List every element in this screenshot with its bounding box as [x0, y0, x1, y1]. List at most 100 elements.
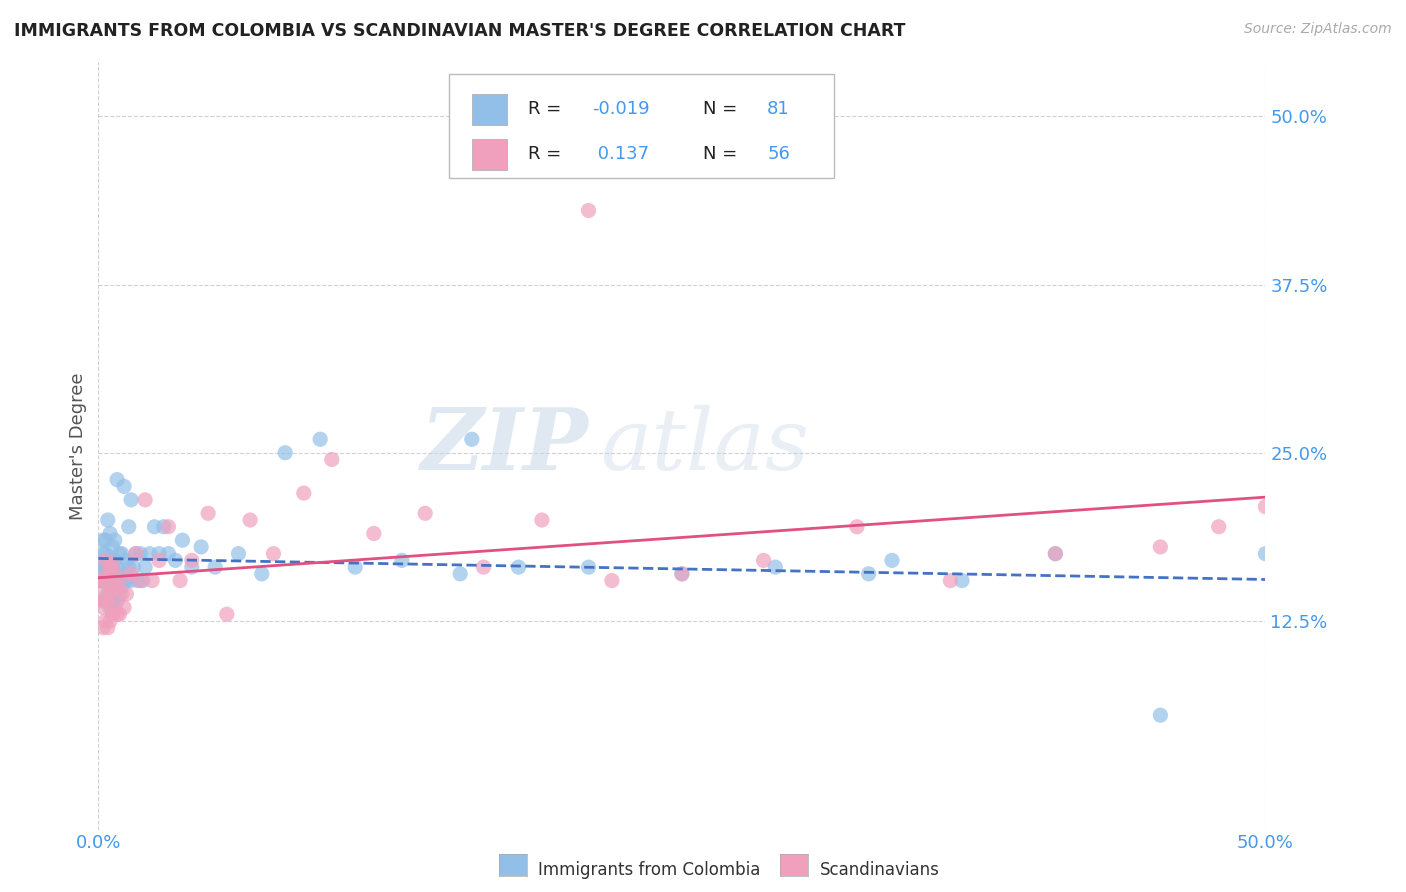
- FancyBboxPatch shape: [472, 94, 508, 125]
- Point: [197, 506, 219, 520]
- Point: [461, 432, 484, 446]
- Point: [112, 479, 135, 493]
- Point: [101, 574, 124, 588]
- Point: [950, 574, 973, 588]
- Point: [134, 560, 156, 574]
- Point: [578, 560, 600, 574]
- Point: [250, 566, 273, 581]
- Point: [91, 580, 114, 594]
- Point: [115, 587, 138, 601]
- Point: [1045, 547, 1067, 561]
- Point: [530, 513, 553, 527]
- Point: [157, 520, 180, 534]
- Point: [98, 587, 121, 601]
- Point: [105, 560, 128, 574]
- Point: [108, 607, 131, 622]
- Point: [292, 486, 315, 500]
- Point: [91, 547, 114, 561]
- Point: [190, 540, 212, 554]
- Point: [97, 587, 120, 601]
- Point: [120, 574, 142, 588]
- Point: [97, 566, 120, 581]
- Text: 81: 81: [768, 101, 790, 119]
- Point: [228, 547, 250, 561]
- Point: [91, 574, 114, 588]
- Point: [215, 607, 238, 622]
- Text: IMMIGRANTS FROM COLOMBIA VS SCANDINAVIAN MASTER'S DEGREE CORRELATION CHART: IMMIGRANTS FROM COLOMBIA VS SCANDINAVIAN…: [14, 22, 905, 40]
- FancyBboxPatch shape: [472, 139, 508, 169]
- Text: 56: 56: [768, 145, 790, 163]
- Point: [1208, 520, 1230, 534]
- Point: [262, 547, 284, 561]
- Point: [148, 553, 170, 567]
- Text: ZIP: ZIP: [420, 404, 589, 488]
- Point: [94, 594, 117, 608]
- Point: [1045, 547, 1067, 561]
- Point: [129, 574, 152, 588]
- Point: [94, 574, 117, 588]
- Point: [274, 446, 297, 460]
- Point: [391, 553, 413, 567]
- Point: [108, 547, 131, 561]
- Point: [671, 566, 693, 581]
- Point: [98, 614, 121, 628]
- Point: [97, 560, 120, 574]
- Point: [104, 566, 127, 581]
- Point: [97, 621, 120, 635]
- Point: [127, 574, 149, 588]
- Point: [148, 547, 170, 561]
- Point: [180, 553, 202, 567]
- Point: [169, 574, 191, 588]
- Point: [101, 607, 124, 622]
- Point: [97, 513, 120, 527]
- Point: [111, 580, 134, 594]
- Point: [101, 582, 124, 597]
- Point: [1149, 540, 1171, 554]
- Point: [321, 452, 343, 467]
- Point: [98, 580, 121, 594]
- Point: [98, 553, 121, 567]
- Point: [344, 560, 367, 574]
- Point: [111, 566, 134, 581]
- Point: [578, 203, 600, 218]
- Point: [508, 560, 530, 574]
- Point: [363, 526, 385, 541]
- FancyBboxPatch shape: [449, 74, 834, 178]
- Point: [858, 566, 880, 581]
- Point: [94, 574, 117, 588]
- Point: [449, 566, 471, 581]
- Point: [143, 520, 166, 534]
- Point: [204, 560, 226, 574]
- Text: atlas: atlas: [600, 405, 810, 487]
- Point: [1254, 500, 1277, 514]
- Text: Source: ZipAtlas.com: Source: ZipAtlas.com: [1244, 22, 1392, 37]
- Point: [98, 566, 121, 581]
- Point: [180, 560, 202, 574]
- Point: [97, 594, 120, 608]
- Point: [118, 520, 141, 534]
- Point: [104, 533, 127, 548]
- Point: [94, 594, 117, 608]
- Point: [91, 560, 114, 574]
- Point: [157, 547, 180, 561]
- Y-axis label: Master's Degree: Master's Degree: [69, 372, 87, 520]
- Point: [101, 540, 124, 554]
- Point: [112, 574, 135, 588]
- Point: [104, 600, 127, 615]
- Point: [91, 621, 114, 635]
- Point: [104, 587, 127, 601]
- Point: [104, 553, 127, 567]
- Point: [1254, 547, 1277, 561]
- Point: [129, 547, 152, 561]
- Point: [309, 432, 332, 446]
- Point: [118, 560, 141, 574]
- Point: [105, 473, 128, 487]
- Point: [108, 574, 131, 588]
- Point: [94, 553, 117, 567]
- Text: Immigrants from Colombia: Immigrants from Colombia: [538, 861, 761, 879]
- Point: [94, 547, 117, 561]
- Text: 0.137: 0.137: [592, 145, 650, 163]
- Point: [152, 520, 174, 534]
- Point: [600, 574, 623, 588]
- Point: [1149, 708, 1171, 723]
